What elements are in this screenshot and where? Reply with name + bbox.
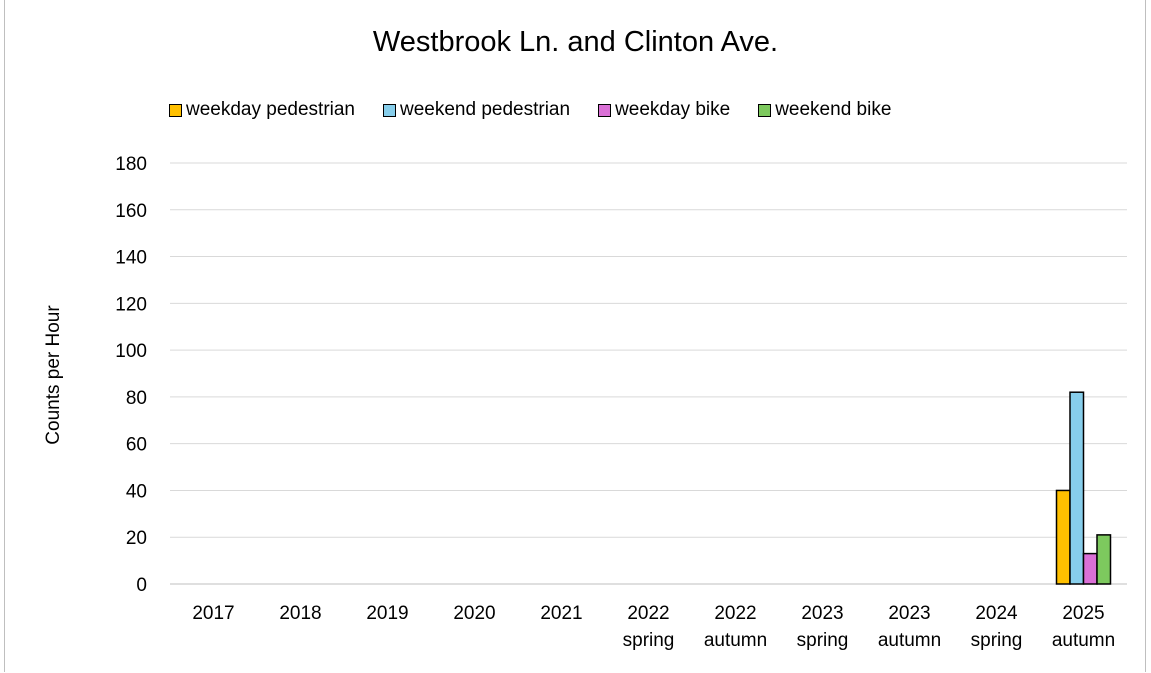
y-tick-label-60: 60 — [126, 435, 147, 456]
legend-item-weekday-bike: weekday bike — [598, 99, 730, 121]
x-tick-label-7-1: spring — [797, 630, 849, 651]
x-tick-label-8-0: 2023 — [888, 603, 930, 624]
x-tick-label-4-0: 2021 — [540, 603, 582, 624]
legend-item-weekday-pedestrian: weekday pedestrian — [169, 99, 355, 121]
y-tick-label-160: 160 — [115, 201, 147, 222]
x-tick-label-10-1: autumn — [1052, 630, 1115, 651]
x-tick-label-5-0: 2022 — [627, 603, 669, 624]
bar-weekend-bike-10 — [1096, 534, 1112, 585]
x-tick-label-2-0: 2019 — [366, 603, 408, 624]
x-tick-label-1-0: 2018 — [279, 603, 321, 624]
legend-label-weekend-pedestrian: weekend pedestrian — [400, 99, 571, 120]
legend-item-weekend-bike: weekend bike — [758, 99, 891, 121]
legend-label-weekday-pedestrian: weekday pedestrian — [186, 99, 355, 120]
y-tick-label-80: 80 — [126, 388, 147, 409]
x-tick-label-6-0: 2022 — [714, 603, 756, 624]
y-tick-label-100: 100 — [115, 341, 147, 362]
legend: weekday pedestrian weekend pedestrian we… — [169, 98, 919, 122]
x-tick-label-6-1: autumn — [704, 630, 767, 651]
legend-swatch-weekday-bike — [598, 103, 612, 117]
legend-label-weekend-bike: weekend bike — [775, 99, 892, 120]
x-tick-label-7-0: 2023 — [801, 603, 843, 624]
y-tick-label-40: 40 — [126, 481, 147, 502]
legend-swatch-weekend-pedestrian — [383, 103, 396, 117]
bar-weekday-bike-10 — [1082, 552, 1098, 585]
bar-weekend-pedestrian-10 — [1069, 391, 1085, 585]
legend-swatch-weekday-pedestrian — [169, 103, 182, 117]
legend-label-weekday-bike: weekday bike — [615, 99, 731, 120]
legend-item-weekend-pedestrian: weekend pedestrian — [383, 99, 570, 121]
chart-frame — [4, 0, 1146, 672]
y-tick-label-180: 180 — [115, 154, 147, 175]
bar-weekday-pedestrian-10 — [1055, 489, 1071, 585]
x-tick-label-9-0: 2024 — [975, 603, 1018, 624]
y-tick-label-140: 140 — [115, 248, 147, 269]
x-tick-label-0-0: 2017 — [192, 603, 234, 624]
x-tick-label-10-0: 2025 — [1062, 603, 1104, 624]
x-tick-label-5-1: spring — [623, 630, 675, 651]
x-tick-label-8-1: autumn — [878, 630, 941, 651]
legend-swatch-weekend-bike — [758, 103, 772, 117]
y-tick-label-120: 120 — [115, 294, 147, 315]
x-tick-label-3-0: 2020 — [453, 603, 495, 624]
x-tick-label-9-1: spring — [971, 630, 1023, 651]
y-tick-label-20: 20 — [126, 528, 147, 549]
y-tick-label-0: 0 — [136, 575, 147, 596]
chart-title: Westbrook Ln. and Clinton Ave. — [372, 26, 779, 58]
